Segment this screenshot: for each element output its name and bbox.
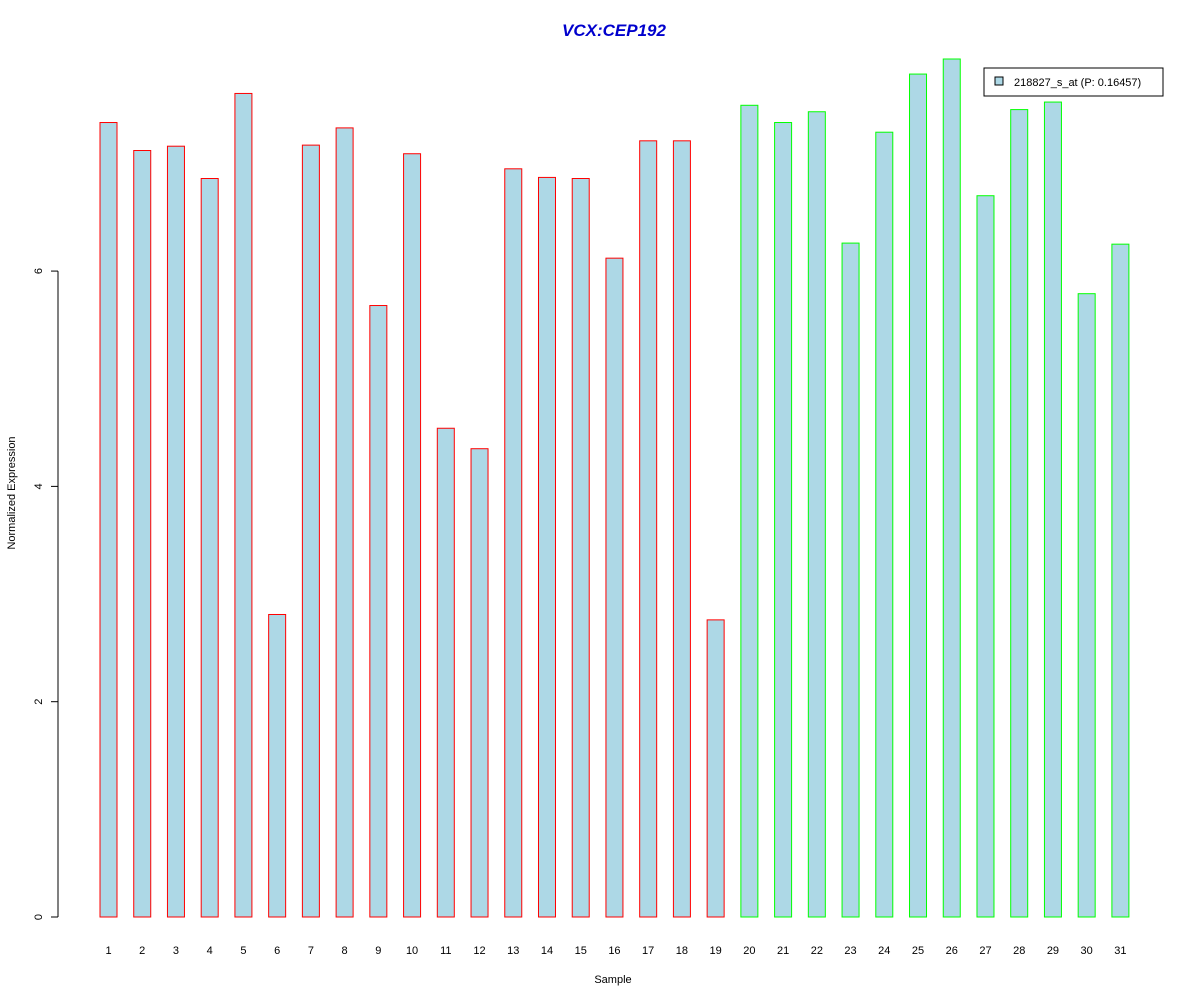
bar-sample-6 xyxy=(268,613,287,918)
bar-sample-10 xyxy=(403,153,422,918)
bar-sample-28 xyxy=(1010,109,1029,918)
x-tick-label: 29 xyxy=(1047,945,1059,957)
x-tick-label: 6 xyxy=(274,945,280,957)
bar-sample-22 xyxy=(807,111,826,918)
legend-label: 218827_s_at (P: 0.16457) xyxy=(1014,77,1141,89)
y-axis-title: Normalized Expression xyxy=(6,436,18,549)
bar-sample-2 xyxy=(133,150,152,918)
x-tick-label: 15 xyxy=(575,945,587,957)
bar-sample-21 xyxy=(774,122,793,918)
x-tick-label: 28 xyxy=(1013,945,1025,957)
bar-sample-15 xyxy=(571,178,590,918)
bar-sample-27 xyxy=(976,195,995,918)
bar-sample-17 xyxy=(639,140,658,918)
bar-sample-13 xyxy=(504,168,523,918)
bar-sample-26 xyxy=(942,58,961,918)
bar-sample-3 xyxy=(166,145,185,918)
bar-sample-19 xyxy=(706,619,725,918)
legend-box xyxy=(983,67,1164,97)
x-tick-label: 4 xyxy=(207,945,213,957)
bar-sample-24 xyxy=(875,131,894,918)
x-tick-label: 31 xyxy=(1114,945,1126,957)
x-tick-label: 12 xyxy=(473,945,485,957)
x-tick-label: 14 xyxy=(541,945,553,957)
bar-sample-11 xyxy=(436,427,455,918)
x-tick-label: 11 xyxy=(440,945,451,957)
x-tick-label: 16 xyxy=(608,945,620,957)
legend-swatch xyxy=(994,76,1004,86)
x-tick-labels: 1 2 3 4 5 6 7 8 9 10 11 12 13 14 15 16 17 18 19 20 21 22 23 24 2… xyxy=(105,945,1126,957)
x-tick-label: 5 xyxy=(240,945,246,957)
x-tick-label: 27 xyxy=(979,945,991,957)
legend: 218827_s_at (P: 0.16457) xyxy=(983,67,1164,97)
x-tick-label: 30 xyxy=(1081,945,1093,957)
x-tick-label: 19 xyxy=(710,945,722,957)
x-tick-label: 26 xyxy=(946,945,958,957)
bar-sample-16 xyxy=(605,257,624,918)
x-tick-label: 18 xyxy=(676,945,688,957)
bar-sample-29 xyxy=(1043,101,1062,918)
bar-sample-18 xyxy=(672,140,691,918)
bar-sample-9 xyxy=(369,305,388,918)
x-tick-label: 17 xyxy=(642,945,654,957)
x-tick-label: 21 xyxy=(777,945,789,957)
x-tick-label: 2 xyxy=(139,945,145,957)
y-tick-label: 6 xyxy=(33,268,45,274)
y-tick-label: 4 xyxy=(33,483,45,489)
x-tick-label: 10 xyxy=(406,945,418,957)
y-tick-label: 0 xyxy=(33,914,45,920)
bar-sample-23 xyxy=(841,242,860,918)
x-tick-label: 1 xyxy=(105,945,111,957)
chart-title: VCX:CEP192 xyxy=(562,21,666,40)
x-tick-label: 20 xyxy=(743,945,755,957)
bar-sample-14 xyxy=(537,176,556,918)
y-axis: 0 2 4 6 xyxy=(33,268,59,920)
x-tick-label: 24 xyxy=(878,945,890,957)
bar-sample-5 xyxy=(234,92,253,918)
x-tick-label: 23 xyxy=(844,945,856,957)
bar-sample-20 xyxy=(740,104,759,918)
x-tick-label: 3 xyxy=(173,945,179,957)
x-tick-label: 13 xyxy=(507,945,519,957)
x-tick-label: 25 xyxy=(912,945,924,957)
y-tick-label: 2 xyxy=(33,699,45,705)
x-tick-label: 8 xyxy=(342,945,348,957)
bar-sample-30 xyxy=(1077,293,1096,918)
x-tick-label: 7 xyxy=(308,945,314,957)
bar-sample-4 xyxy=(200,178,219,918)
bar-sample-25 xyxy=(909,73,928,918)
bar-sample-31 xyxy=(1111,243,1130,918)
bar-sample-12 xyxy=(470,448,489,918)
x-tick-label: 9 xyxy=(375,945,381,957)
bar-sample-1 xyxy=(99,122,118,918)
x-axis-title: Sample xyxy=(594,974,631,986)
bar-sample-8 xyxy=(335,127,354,918)
x-tick-label: 22 xyxy=(811,945,823,957)
bar-sample-7 xyxy=(301,144,320,918)
bars-group xyxy=(99,58,1130,918)
